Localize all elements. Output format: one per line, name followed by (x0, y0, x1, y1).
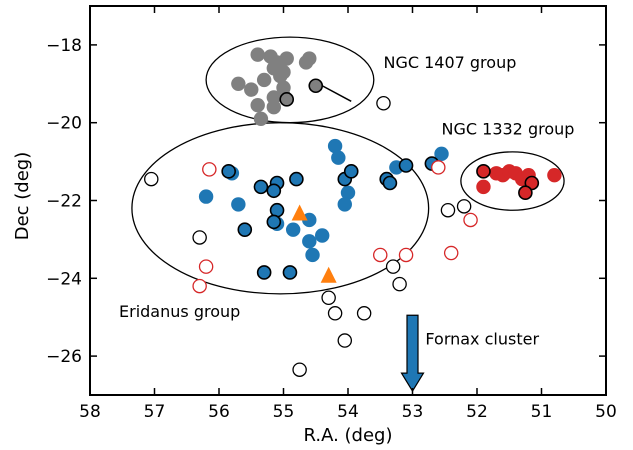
x-tick-label: 55 (273, 402, 295, 422)
open-circle-black-point (144, 171, 159, 187)
filled-circle-blue-point (434, 146, 449, 162)
open-circle-black-point (321, 290, 336, 305)
filled-circle-blue-point (331, 150, 346, 165)
filled-circle-gray-point (250, 97, 265, 113)
filled-circle-gray-point (273, 68, 288, 84)
triangle-orange-point (291, 204, 308, 221)
open-circle-red-point (202, 162, 217, 177)
filled-circle-blue-black-edge-point (382, 175, 398, 191)
x-tick-label: 53 (402, 402, 424, 422)
x-tick-label: 58 (79, 402, 101, 422)
open-circle-red-point (372, 247, 388, 263)
open-circle-black-point (456, 199, 472, 214)
annotation-1: NGC 1407 group (383, 53, 516, 72)
axis-ticks: 58 57 56 55 54 53 52 51 50 −18 −20 −22 −24 −26 (46, 5, 617, 422)
filled-circle-red-point (476, 179, 491, 195)
x-tick-label: 50 (595, 402, 617, 422)
plot-area: NGC 1407 group NGC 1332 group Eridanus gro… (119, 36, 575, 393)
group-ellipse-2 (131, 122, 430, 295)
filled-circle-gray-black-edge-point (308, 78, 324, 94)
filled-circle-blue-black-edge-point (266, 214, 282, 230)
open-circle-red-point (443, 245, 459, 261)
filled-circle-blue-point (198, 189, 214, 204)
x-tick-label: 54 (337, 402, 359, 422)
y-tick-label: −18 (46, 36, 82, 56)
y-tick-label: −20 (46, 114, 82, 134)
open-circle-black-point (392, 276, 407, 292)
x-tick-label: 51 (531, 402, 553, 422)
filled-circle-blue-black-edge-point (221, 164, 236, 179)
filled-circle-red-black-edge-point (476, 164, 491, 179)
x-tick-label: 52 (466, 402, 488, 422)
filled-circle-blue-black-edge-point (398, 158, 414, 173)
open-circle-black-point (440, 202, 456, 218)
filled-circle-gray-point (298, 55, 314, 70)
filled-circle-blue-black-edge-point (289, 171, 304, 187)
filled-circle-gray-point (250, 47, 265, 62)
filled-circle-blue-point (302, 212, 317, 228)
y-tick-label: −26 (46, 347, 82, 367)
filled-circle-gray-point (244, 82, 259, 97)
open-circle-red-point (192, 278, 207, 294)
annotation-3: Eridanus group (119, 302, 240, 321)
filled-circle-blue-point (327, 138, 343, 154)
filled-circle-blue-black-edge-point (266, 183, 282, 199)
y-axis-title: Dec (deg) (12, 152, 33, 241)
open-circle-black-point (385, 259, 401, 274)
filled-circle-gray-point (231, 76, 246, 92)
filled-circle-gray-point (253, 111, 269, 127)
x-tick-label: 57 (144, 402, 166, 422)
filled-circle-blue-point (340, 185, 356, 200)
filled-circle-blue-point (285, 222, 301, 237)
x-tick-label: 56 (208, 402, 230, 422)
filled-circle-blue-black-edge-point (282, 265, 298, 280)
connector-line (321, 85, 352, 102)
filled-circle-gray-point (266, 99, 282, 115)
x-axis-title: R.A. (deg) (304, 425, 393, 446)
open-circle-red-point (463, 212, 478, 228)
fornax-arrow (400, 314, 425, 393)
filled-circle-blue-point (305, 247, 320, 263)
open-circle-black-point (376, 96, 391, 111)
open-circle-black-point (292, 362, 307, 377)
filled-circle-blue-black-edge-point (256, 265, 272, 280)
filled-circle-blue-point (315, 228, 330, 243)
open-circle-red-point (398, 247, 414, 263)
filled-circle-blue-black-edge-point (343, 164, 359, 179)
open-circle-black-point (356, 306, 372, 321)
filled-circle-gray-point (256, 72, 272, 88)
open-circle-red-point (431, 160, 446, 175)
filled-circle-gray-black-edge-point (279, 92, 295, 107)
filled-circle-blue-black-edge-point (237, 222, 253, 237)
filled-circle-gray-point (279, 51, 294, 66)
annotation-4: Fornax cluster (425, 329, 539, 348)
open-circle-red-point (198, 259, 214, 274)
filled-circle-red-point (547, 168, 562, 183)
filled-circle-blue-point (231, 197, 246, 212)
y-tick-label: −24 (46, 269, 82, 289)
filled-circle-blue-point (302, 234, 317, 249)
triangle-orange-point (320, 266, 337, 283)
annotation-2: NGC 1332 group (442, 119, 575, 138)
open-circle-black-point (327, 306, 343, 321)
filled-circle-blue-black-edge-point (253, 179, 269, 195)
open-circle-black-point (337, 333, 353, 348)
y-tick-label: −22 (46, 192, 82, 212)
open-circle-black-point (192, 230, 207, 245)
filled-circle-blue-point (337, 197, 352, 212)
filled-circle-red-black-edge-point (518, 185, 533, 201)
group-ellipse-3 (460, 151, 565, 211)
group-ellipse-1 (205, 36, 375, 124)
